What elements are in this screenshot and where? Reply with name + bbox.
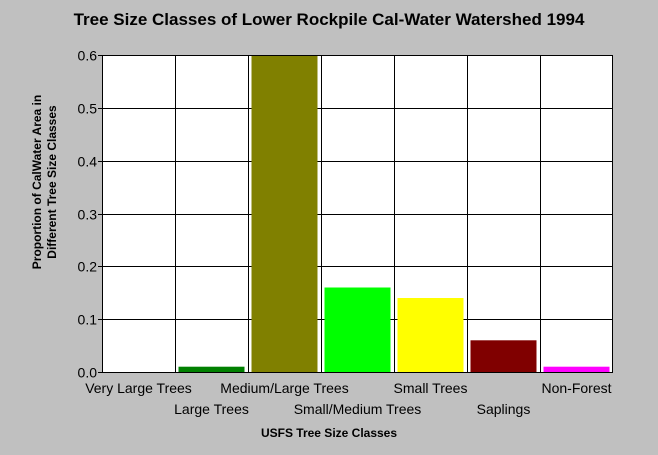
x-tick-label: Non-Forest	[541, 380, 611, 396]
x-tick-label: Saplings	[477, 401, 531, 417]
plot-frame	[102, 55, 613, 373]
y-tick-label: 0.6	[78, 48, 98, 64]
y-tick-label: 0.0	[78, 365, 98, 381]
y-tick-label: 0.2	[78, 259, 98, 275]
x-tick-label: Small/Medium Trees	[294, 401, 422, 417]
bar-saplings	[470, 340, 537, 372]
bar-medium-large-trees	[251, 55, 318, 372]
bar-small-trees	[397, 298, 464, 372]
bar-large-trees	[178, 366, 245, 372]
x-tick-label: Small Trees	[394, 380, 468, 396]
x-tick-label: Large Trees	[174, 401, 249, 417]
y-tick-label: 0.4	[78, 154, 98, 170]
x-axis-label: USFS Tree Size Classes	[260, 426, 398, 440]
y-tick-label: 0.1	[78, 312, 98, 328]
bar-non-forest	[543, 366, 610, 372]
bar-small-medium-trees	[324, 287, 391, 372]
x-tick-label: Medium/Large Trees	[220, 380, 348, 396]
x-tick-label: Very Large Trees	[85, 380, 192, 396]
chart-title: Tree Size Classes of Lower Rockpile Cal-…	[73, 10, 585, 29]
y-tick-label: 0.5	[78, 101, 98, 117]
y-tick-label: 0.3	[78, 207, 98, 223]
